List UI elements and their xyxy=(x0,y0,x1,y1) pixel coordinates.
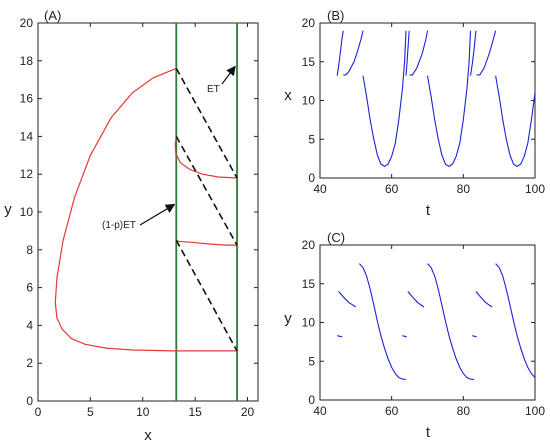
annotation-arrow xyxy=(139,203,176,226)
panel-c-xtick-label: 80 xyxy=(457,404,471,418)
panel-a-ytick-label: 8 xyxy=(26,243,33,257)
panel-a-xtick-label: 15 xyxy=(188,405,202,419)
panel-a-ytick-label: 20 xyxy=(20,16,34,30)
panel-c-label: (C) xyxy=(327,230,345,245)
time-series-segment xyxy=(427,263,475,381)
time-series-segment xyxy=(402,335,407,338)
time-series-segment xyxy=(405,30,410,76)
annotation-et: ET xyxy=(207,84,220,95)
panel-a-xlabel: x xyxy=(144,427,152,444)
time-series-segment xyxy=(472,335,477,338)
panel-a-ytick-label: 18 xyxy=(20,54,34,68)
panel-c-xtick-label: 40 xyxy=(313,404,327,418)
panel-b-frame xyxy=(319,22,536,179)
annotation-1-p-et: (1-p)ET xyxy=(102,220,136,231)
panel-b-lines xyxy=(336,30,536,168)
time-series-segment xyxy=(362,30,407,168)
time-series-segment xyxy=(358,263,407,381)
panel-c: (C) t y 40 60 80 100 0 5 10 15 20 xyxy=(284,230,545,441)
time-series-segment xyxy=(343,30,364,76)
time-series-segment xyxy=(495,263,536,378)
panel-b-ytick-label: 15 xyxy=(302,55,316,69)
jump-dashed-line xyxy=(175,68,238,179)
panel-b-ytick-label: 0 xyxy=(308,171,315,185)
panel-a-ytick-label: 10 xyxy=(20,205,34,219)
panel-a-ylabel: y xyxy=(4,201,12,218)
jump-dashed-line xyxy=(175,136,238,246)
panel-b: (B) t x 40 60 80 100 0 5 10 15 20 xyxy=(284,8,545,219)
time-series-segment xyxy=(495,75,536,168)
panel-c-ytick-label: 10 xyxy=(302,316,316,330)
panel-a-ticks: 0 5 10 15 20 0 2 4 6 8 10 12 14 16 18 20 xyxy=(20,16,258,419)
panel-a-ytick-label: 6 xyxy=(26,281,33,295)
panel-a-label: (A) xyxy=(44,8,61,23)
time-series-segment xyxy=(336,30,344,76)
panel-b-ytick-label: 5 xyxy=(308,132,315,146)
panel-a-xtick-label: 0 xyxy=(35,405,42,419)
panel-c-xlabel: t xyxy=(426,424,431,441)
time-series-segment xyxy=(409,30,429,76)
time-series-segment xyxy=(476,30,497,76)
panel-c-lines xyxy=(337,263,536,381)
panel-a-lines xyxy=(54,23,238,401)
panel-c-frame xyxy=(319,244,536,401)
panel-c-xtick-label: 60 xyxy=(385,404,399,418)
panel-c-xtick-label: 100 xyxy=(525,404,545,418)
panel-b-ylabel: x xyxy=(284,87,292,104)
jump-dashed-line xyxy=(175,239,238,352)
panel-a-xtick-label: 20 xyxy=(241,405,255,419)
panel-a-ytick-label: 12 xyxy=(20,167,34,181)
time-series-segment xyxy=(475,291,493,308)
panel-a-ytick-label: 0 xyxy=(26,394,33,408)
panel-b-xtick-label: 60 xyxy=(385,182,399,196)
panel-a-xtick-label: 10 xyxy=(136,405,150,419)
annotation-arrow xyxy=(221,65,236,85)
panel-a-ytick-label: 14 xyxy=(20,129,34,143)
panel-a-ytick-label: 2 xyxy=(26,356,33,370)
trajectory-line xyxy=(54,67,237,352)
panel-c-ylabel: y xyxy=(284,310,292,327)
trajectory-line xyxy=(176,239,237,246)
time-series-segment xyxy=(338,291,357,308)
time-series-segment xyxy=(426,30,472,168)
panel-c-ytick-label: 20 xyxy=(302,238,316,252)
panel-c-ytick-label: 5 xyxy=(308,354,315,368)
panel-b-xtick-label: 80 xyxy=(457,182,471,196)
panel-c-ytick-label: 15 xyxy=(302,277,316,291)
time-series-segment xyxy=(407,291,425,308)
panel-b-label: (B) xyxy=(327,8,344,23)
panel-b-ytick-label: 20 xyxy=(302,16,316,30)
time-series-segment xyxy=(337,335,343,338)
panel-a: (A) x y 0 5 10 15 20 0 2 4 6 8 10 12 14 16 18 20 ET (1-… xyxy=(4,8,259,444)
panel-b-xtick-label: 40 xyxy=(313,182,327,196)
panel-a-annotations: ET (1-p)ET xyxy=(102,84,220,231)
panel-b-xtick-label: 100 xyxy=(525,182,545,196)
panel-c-ytick-label: 0 xyxy=(308,393,315,407)
trajectory-line xyxy=(174,136,238,179)
panel-b-ticks: 40 60 80 100 0 5 10 15 20 xyxy=(302,16,546,196)
panel-a-xtick-label: 5 xyxy=(87,405,94,419)
panel-b-xlabel: t xyxy=(426,202,431,219)
panel-a-ytick-label: 4 xyxy=(26,318,33,332)
panel-b-ytick-label: 10 xyxy=(302,94,316,108)
time-series-segment xyxy=(469,30,477,76)
panel-c-ticks: 40 60 80 100 0 5 10 15 20 xyxy=(302,238,546,418)
panel-a-ytick-label: 16 xyxy=(20,92,34,106)
